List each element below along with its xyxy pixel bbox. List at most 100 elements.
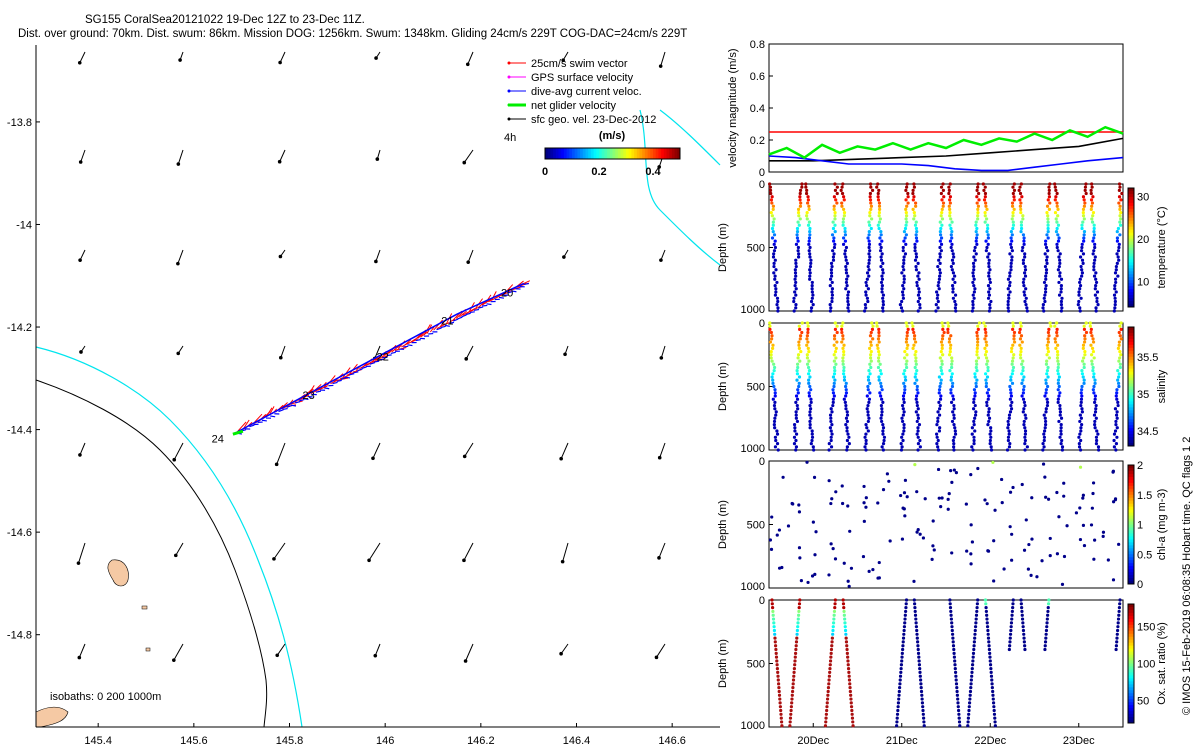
profile-point [1054, 195, 1057, 198]
profile-point [832, 391, 835, 394]
profile-point [1059, 429, 1062, 432]
oxygen-point [792, 682, 795, 685]
colorbar-segment [1128, 221, 1134, 224]
profile-point [769, 340, 772, 343]
oxygen-point [897, 694, 900, 697]
oxygen-point [897, 701, 900, 704]
profile-point [776, 309, 779, 312]
chl-point [937, 468, 940, 471]
profile-point [915, 230, 918, 233]
profile-point [864, 423, 867, 426]
profile-point [1022, 391, 1025, 394]
isobath-1000m [36, 380, 267, 727]
profile-point [1020, 227, 1023, 230]
profile-point [878, 201, 881, 204]
profile-point [1080, 249, 1083, 252]
profile-point [833, 243, 836, 246]
oxygen-point [846, 652, 849, 655]
profile-point [768, 328, 771, 331]
chl-point [1063, 555, 1066, 558]
oxygen-point [967, 709, 970, 712]
title-line-1: SG155 CoralSea20121022 19-Dec 12Z to 23-… [85, 14, 365, 26]
profile-point [985, 246, 988, 249]
oxygen-point [847, 667, 850, 670]
colorbar-segment [1128, 268, 1134, 271]
profile-point [1118, 208, 1121, 211]
oxygen-point [842, 602, 845, 605]
profile-point [987, 394, 990, 397]
profile-point [905, 186, 908, 189]
profile-point [914, 360, 917, 363]
profile-point [768, 321, 771, 324]
colorbar-segment [1128, 372, 1134, 375]
profile-point [983, 198, 986, 201]
profile-point [769, 192, 772, 195]
geo-velocity-arrow [178, 150, 183, 164]
dac-vector [457, 317, 462, 319]
profile-point [1018, 331, 1021, 334]
profile-point [918, 290, 921, 293]
oxygen-point [779, 701, 782, 704]
profile-point [1090, 192, 1093, 195]
geo-velocity-arrow [274, 543, 285, 559]
profile-point [936, 445, 939, 448]
geo-velocity-arrow [281, 346, 285, 358]
profile-point [940, 198, 943, 201]
profile-point [1053, 325, 1056, 328]
profile-point [918, 303, 921, 306]
colorbar-segment [1128, 551, 1134, 554]
oxygen-point [905, 602, 908, 605]
geo-arrow-head [659, 64, 663, 68]
profile-point [976, 211, 979, 214]
profile-point [799, 350, 802, 353]
oxygen-point [958, 720, 961, 723]
profile-point [939, 255, 942, 258]
profile-point [864, 290, 867, 293]
profile-point [776, 297, 779, 300]
oxygen-point [974, 621, 977, 624]
profile-point [939, 233, 942, 236]
profile-point [867, 429, 870, 432]
profile-point [868, 259, 871, 262]
profile-point [940, 379, 943, 382]
oxygen-point [777, 678, 780, 681]
colorbar-label: Ox. sat. ratio (%) [1156, 622, 1168, 705]
colorbar-tick-label: 30 [1137, 192, 1149, 204]
profile-point [1019, 356, 1022, 359]
profile-point [973, 278, 976, 281]
profile-point [842, 243, 845, 246]
profile-point [869, 366, 872, 369]
profile-point [1118, 189, 1121, 192]
oxygen-point [795, 633, 798, 636]
profile-point [841, 360, 844, 363]
oxygen-point [956, 701, 959, 704]
profile-point [918, 423, 921, 426]
profile-point [976, 337, 979, 340]
profile-point [1092, 391, 1095, 394]
profile-point [1056, 227, 1059, 230]
profile-point [917, 417, 920, 420]
colorbar-segment [1128, 227, 1134, 230]
profile-point [914, 366, 917, 369]
geo-arrow-head [463, 455, 467, 459]
profile-point [771, 372, 774, 375]
profile-point [951, 268, 954, 271]
chl-point [1030, 496, 1033, 499]
profile-point [1078, 420, 1081, 423]
profile-point [1013, 182, 1016, 185]
profile-point [1115, 413, 1118, 416]
profile-point [1119, 353, 1122, 356]
profile-point [1021, 214, 1024, 217]
profile-point [907, 195, 910, 198]
profile-point [901, 420, 904, 423]
profile-point [797, 385, 800, 388]
profile-point [916, 391, 919, 394]
geo-arrow-head [278, 160, 282, 164]
profile-point [808, 413, 811, 416]
profile-point [1112, 439, 1115, 442]
profile-point [1019, 337, 1022, 340]
profile-point [1089, 321, 1092, 324]
profile-point [842, 350, 845, 353]
profile-point [868, 398, 871, 401]
oxygen-point [829, 659, 832, 662]
